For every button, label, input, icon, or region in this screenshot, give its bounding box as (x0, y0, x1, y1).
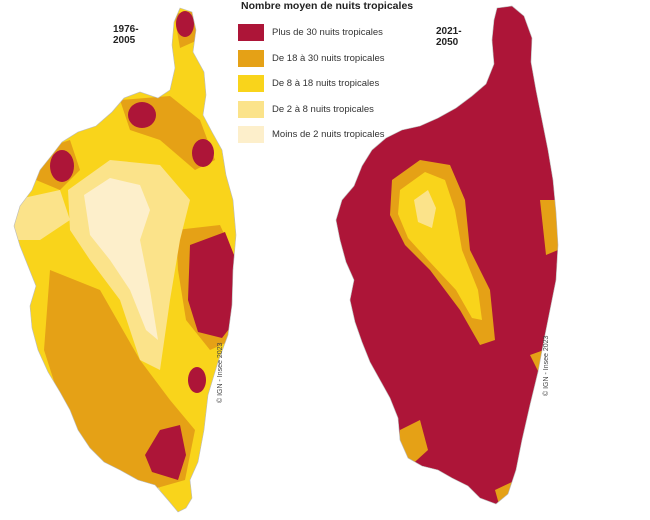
credit-left: © IGN - Insee 2023 (217, 342, 224, 403)
legend-label: Moins de 2 nuits tropicales (272, 129, 385, 141)
period-label-right: 2021-2050 (436, 26, 462, 48)
legend-label: De 8 à 18 nuits tropicales (272, 78, 380, 90)
legend-swatch (238, 24, 264, 42)
legend-label: De 2 à 8 nuits tropicales (272, 103, 374, 115)
legend-item: De 2 à 8 nuits tropicales (238, 97, 428, 123)
legend-title: Nombre moyen de nuits tropicales (241, 0, 414, 12)
legend-item: Moins de 2 nuits tropicales (238, 122, 428, 148)
legend-item: De 8 à 18 nuits tropicales (238, 71, 428, 97)
legend-swatch (238, 75, 264, 93)
legend-swatch (238, 49, 264, 67)
legend-item: Plus de 30 nuits tropicales (238, 20, 428, 46)
period-label-left: 1976-2005 (113, 24, 139, 46)
legend-label: De 18 à 30 nuits tropicales (272, 52, 385, 64)
legend-label: Plus de 30 nuits tropicales (272, 27, 383, 39)
credit-right: © IGN - Insee 2023 (543, 335, 550, 396)
legend-swatch (238, 100, 264, 118)
legend: Nombre moyen de nuits tropicales Plus de… (238, 0, 428, 148)
legend-item: De 18 à 30 nuits tropicales (238, 46, 428, 72)
legend-swatch (238, 126, 264, 144)
